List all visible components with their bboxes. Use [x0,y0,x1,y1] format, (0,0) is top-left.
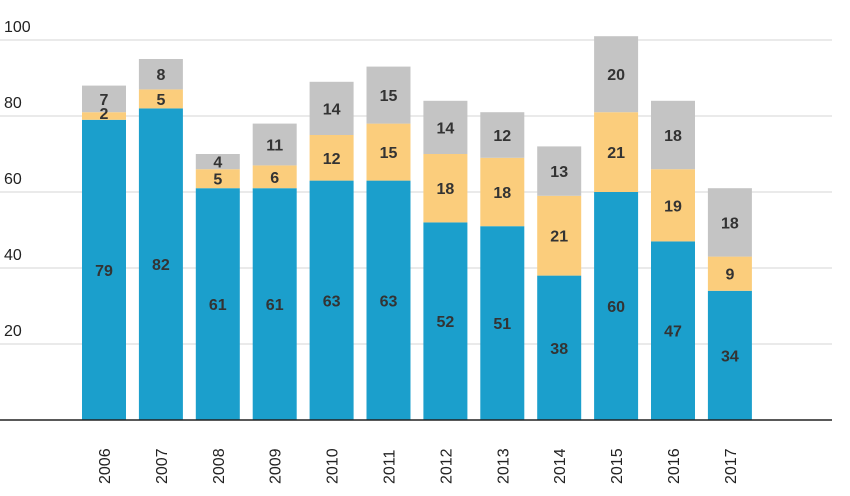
x-axis-tick-labels: 2006 2007 2008 2009 2010 2011 2012 2013 2014 2015… [97,448,740,484]
bar-segment-orange-2013 [480,157,525,227]
data-label-orange-2012: 18 [437,181,455,198]
bar-segment-grey-2012 [423,100,468,154]
data-label-blue-2011: 63 [380,293,398,310]
bar-segment-grey-2010 [309,81,354,135]
y-tick-label: 60 [4,171,22,188]
y-tick-label: 100 [4,19,31,36]
bar-segment-grey-2014 [537,146,582,196]
data-label-grey-2017: 18 [721,215,739,232]
bar-segment-blue-2006 [82,119,126,421]
data-label-blue-2017: 34 [721,348,739,365]
bar-segment-blue-2007 [138,108,183,421]
x-tick-label-2011: 2011 [382,449,399,484]
bar-segment-grey-2006 [82,85,126,113]
data-label-blue-2007: 82 [152,257,170,274]
data-label-blue-2016: 47 [664,324,682,341]
bar-segment-orange-2015 [594,112,639,192]
bar-segment-grey-2017 [707,188,752,257]
bar-segment-orange-2012 [423,154,468,223]
data-label-grey-2013: 12 [493,128,511,145]
bars [82,36,752,421]
bar-segment-blue-2013 [480,226,525,420]
bar-segment-orange-2011 [366,123,411,181]
data-label-grey-2008: 4 [213,155,222,172]
data-label-orange-2010: 12 [323,151,341,168]
bar-segment-blue-2011 [366,180,411,420]
bar-segment-blue-2016 [651,241,695,420]
bar-segment-orange-2014 [537,195,582,276]
x-tick-label-2006: 2006 [97,448,114,484]
data-label-grey-2014: 13 [550,164,568,181]
data-label-blue-2006: 79 [95,263,113,280]
y-tick-label: 20 [4,323,22,340]
bar-segment-grey-2007 [138,59,183,90]
bar-segment-orange-2008 [195,169,240,189]
x-tick-label-2012: 2012 [438,448,455,484]
data-label-orange-2015: 21 [607,145,625,162]
x-tick-label-2007: 2007 [154,448,171,484]
bar-segment-blue-2008 [195,188,240,420]
bar-segment-blue-2017 [707,290,752,420]
bar-segment-grey-2016 [651,100,695,170]
bar-segment-grey-2011 [366,66,411,124]
data-label-orange-2011: 15 [380,145,398,162]
data-label-grey-2006: 7 [100,92,109,109]
data-label-orange-2009: 6 [270,170,279,187]
y-tick-label: 80 [4,95,22,112]
data-label-orange-2017: 9 [725,267,734,284]
data-label-grey-2012: 14 [437,120,455,137]
bar-segment-orange-2009 [252,165,297,189]
data-label-grey-2009: 11 [266,138,283,155]
bar-segment-grey-2009 [252,123,297,166]
data-label-orange-2016: 19 [664,198,682,215]
bar-segment-orange-2016 [651,169,695,242]
data-label-orange-2007: 5 [156,92,165,109]
bar-segment-grey-2015 [594,36,639,113]
data-label-blue-2012: 52 [437,314,455,331]
x-tick-label-2010: 2010 [325,448,342,484]
bar-segment-blue-2015 [594,192,639,420]
bar-segment-blue-2014 [537,275,582,420]
x-tick-label-2017: 2017 [723,448,740,484]
data-label-grey-2011: 15 [380,88,398,105]
data-label-orange-2008: 5 [213,172,222,189]
data-label-blue-2009: 61 [266,297,284,314]
bar-segment-orange-2006 [82,112,126,120]
bar-segment-grey-2008 [195,154,240,170]
x-tick-label-2014: 2014 [552,448,569,484]
data-label-orange-2014: 21 [550,229,568,246]
bar-segment-orange-2017 [707,256,752,291]
x-tick-label-2015: 2015 [609,448,626,484]
data-label-blue-2014: 38 [550,341,568,358]
y-axis-tick-labels: 20 40 60 80 100 [4,19,31,340]
data-label-blue-2015: 60 [607,299,625,316]
bar-segment-blue-2009 [252,188,297,420]
data-label-blue-2013: 51 [493,316,511,333]
bar-segment-blue-2012 [423,222,468,420]
bar-segment-grey-2013 [480,112,525,158]
data-label-grey-2016: 18 [664,128,682,145]
x-tick-label-2009: 2009 [268,448,285,484]
x-tick-label-2013: 2013 [495,448,512,484]
bar-segment-orange-2010 [309,135,354,181]
data-labels: 7927825861546161163121463151552181451181… [95,67,739,365]
data-label-blue-2010: 63 [323,293,341,310]
data-label-blue-2008: 61 [209,297,227,314]
data-label-orange-2006: 2 [100,106,109,123]
bar-segment-orange-2007 [138,89,183,109]
bar-segment-blue-2010 [309,180,354,420]
data-label-orange-2013: 18 [493,185,511,202]
x-tick-label-2008: 2008 [211,448,228,484]
data-label-grey-2010: 14 [323,101,341,118]
data-label-grey-2007: 8 [156,67,165,84]
data-label-grey-2015: 20 [607,67,625,84]
y-tick-label: 40 [4,247,22,264]
x-tick-label-2016: 2016 [666,448,683,484]
